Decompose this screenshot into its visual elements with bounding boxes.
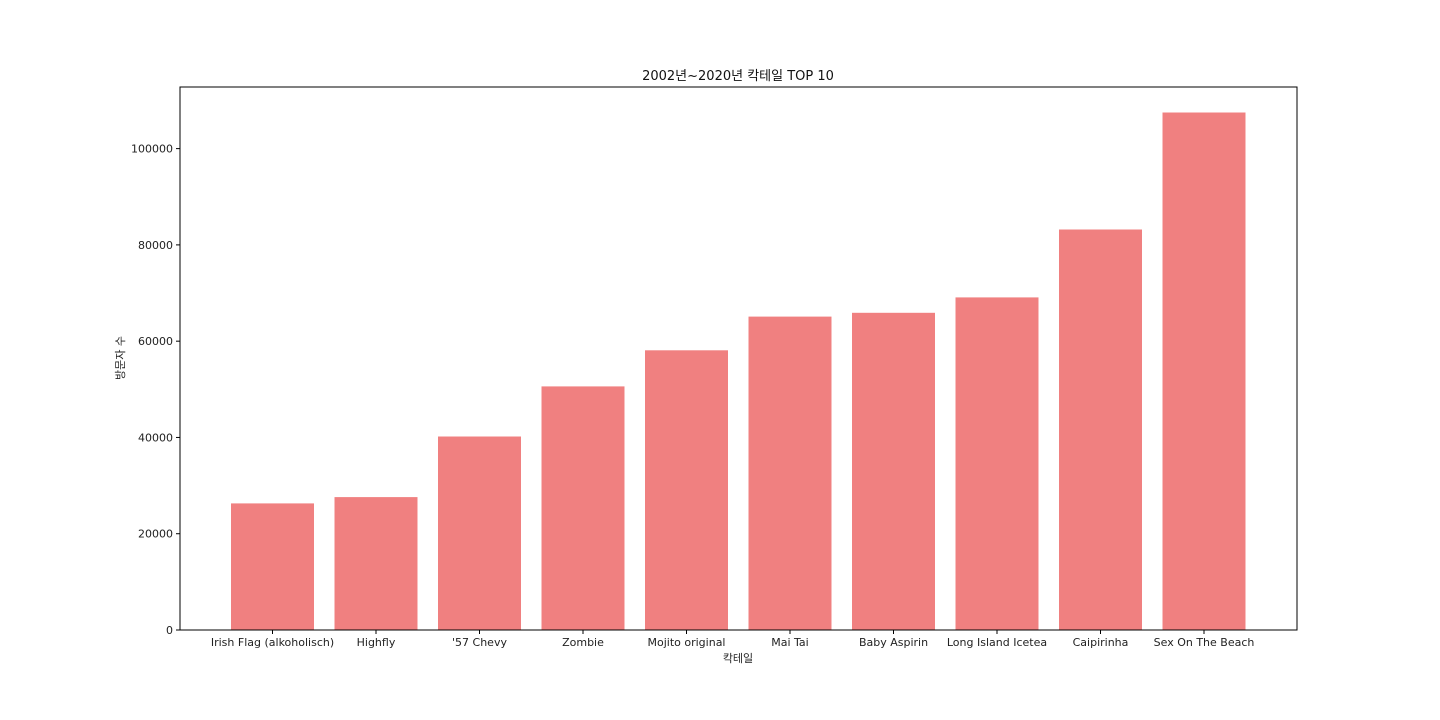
x-tick-label-7: Long Island Icetea bbox=[947, 636, 1047, 649]
chart-title: 2002년~2020년 칵테일 TOP 10 bbox=[642, 69, 834, 84]
x-tick-label-4: Mojito original bbox=[648, 636, 726, 649]
bar-0 bbox=[231, 503, 314, 630]
bar-9 bbox=[1162, 112, 1246, 630]
bar-1 bbox=[334, 497, 418, 630]
bar-7 bbox=[955, 297, 1039, 630]
x-tick-label-9: Sex On The Beach bbox=[1154, 636, 1255, 649]
x-tick-label-5: Mai Tai bbox=[771, 636, 808, 649]
bar-5 bbox=[748, 316, 832, 630]
y-tick-label-1: 20000 bbox=[138, 528, 173, 541]
plot-frame bbox=[179, 86, 1298, 631]
bar-6 bbox=[852, 312, 935, 630]
y-tick-label-3: 60000 bbox=[138, 335, 173, 348]
x-axis: Irish Flag (alkoholisch) Highfly '57 Chevy… bbox=[211, 630, 1255, 649]
bar-8 bbox=[1059, 229, 1142, 630]
x-tick-label-0: Irish Flag (alkoholisch) bbox=[211, 636, 334, 649]
y-axis: 0 20000 40000 60000 80000 100000 bbox=[131, 143, 180, 637]
bars-layer bbox=[231, 112, 1246, 630]
x-tick-label-2: '57 Chevy bbox=[452, 636, 507, 649]
y-tick-label-2: 40000 bbox=[138, 431, 173, 444]
bar-4 bbox=[645, 350, 728, 630]
x-tick-label-8: Caipirinha bbox=[1073, 636, 1129, 649]
x-tick-label-1: Highfly bbox=[357, 636, 396, 649]
bar-3 bbox=[541, 386, 625, 630]
y-tick-label-5: 100000 bbox=[131, 143, 173, 156]
y-tick-label-4: 80000 bbox=[138, 239, 173, 252]
x-tick-label-6: Baby Aspirin bbox=[859, 636, 928, 649]
bar-2 bbox=[438, 436, 521, 630]
x-tick-label-3: Zombie bbox=[562, 636, 604, 649]
x-axis-title: 칵테일 bbox=[723, 651, 753, 665]
y-axis-title: 방문자 수 bbox=[114, 336, 127, 380]
y-tick-label-0: 0 bbox=[166, 624, 173, 637]
